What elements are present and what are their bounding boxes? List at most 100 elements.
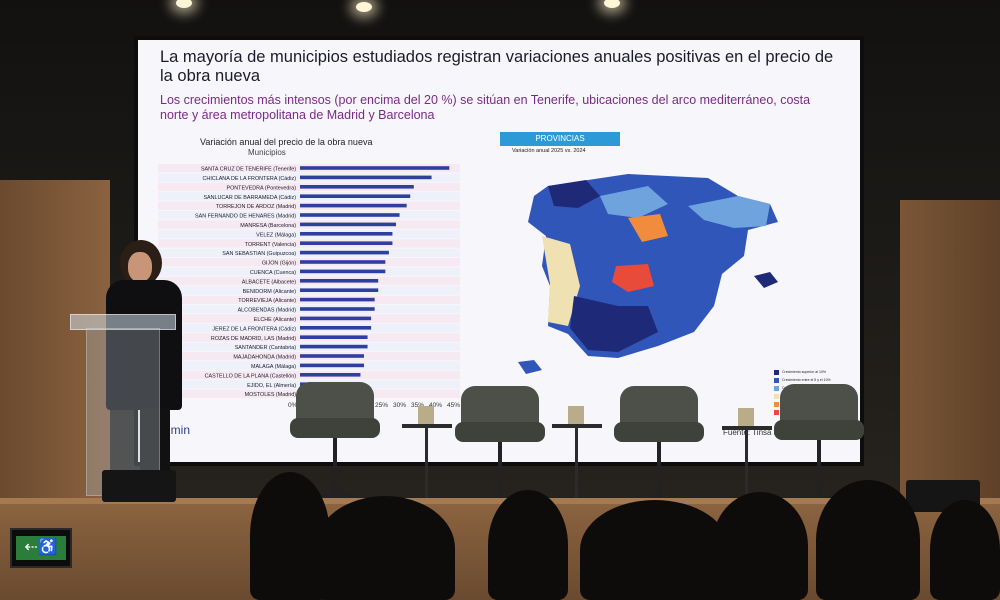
podium-top bbox=[70, 314, 176, 330]
armchair bbox=[614, 386, 704, 506]
bar-label: TORREJON DE ARDOZ (Madrid) bbox=[216, 204, 296, 210]
bar bbox=[300, 185, 414, 189]
bar bbox=[300, 373, 361, 377]
stage-edge bbox=[0, 498, 1000, 504]
audience-member bbox=[712, 492, 808, 600]
bar-label: SANTA CRUZ DE TENERIFE (Tenerife) bbox=[201, 167, 296, 173]
bar-label: GIJON (Gijón) bbox=[262, 261, 296, 267]
armchair bbox=[455, 386, 545, 506]
region-galicia bbox=[548, 180, 600, 208]
bar-label: ALBACETE (Albacete) bbox=[242, 279, 296, 285]
bar-label: SAN FERNANDO DE HENARES (Madrid) bbox=[195, 214, 296, 220]
water-glass bbox=[568, 406, 584, 424]
x-tick-label: 40% bbox=[429, 402, 442, 409]
speaker-torso bbox=[106, 280, 182, 410]
audience-member bbox=[488, 490, 568, 600]
audience-member bbox=[315, 496, 455, 600]
bar-label: TORRENT (Valencia) bbox=[245, 242, 296, 248]
ceiling-light bbox=[176, 0, 192, 8]
bar bbox=[300, 316, 372, 321]
legend-item: Crecimiento entre el 5 y el 10% bbox=[774, 376, 844, 384]
bar bbox=[300, 222, 396, 227]
bar-label: MOSTOLES (Madrid) bbox=[245, 392, 297, 398]
chart-title: Variación anual del precio de la obra nu… bbox=[200, 137, 373, 147]
bar bbox=[300, 326, 372, 330]
ceiling-light bbox=[604, 0, 620, 8]
x-tick-label: 45% bbox=[447, 402, 460, 409]
slide-title: La mayoría de municipios estudiados regi… bbox=[160, 48, 834, 85]
x-tick-label: 35% bbox=[411, 402, 424, 409]
province-map-panel: PROVINCIAS Variación anual 2025 vs. 2024… bbox=[500, 132, 840, 462]
bar bbox=[300, 260, 386, 264]
region-canarias bbox=[518, 360, 542, 374]
legend-item: Crecimiento superior al 10% bbox=[774, 368, 844, 376]
bar bbox=[300, 279, 379, 283]
bar bbox=[300, 354, 364, 358]
stage-monitor bbox=[102, 470, 176, 502]
bar-label: SANLUCAR DE BARRAMEDA (Cádiz) bbox=[203, 195, 296, 201]
bar-label: BENIDORM (Alicante) bbox=[243, 289, 297, 295]
glass-podium bbox=[70, 314, 176, 496]
exit-arrow-icon: ⇠♿ bbox=[16, 536, 66, 560]
region-ciudad-real bbox=[612, 264, 654, 292]
bar bbox=[300, 166, 450, 170]
bar-label: CASTELLO DE LA PLANA (Castellón) bbox=[205, 373, 297, 379]
map-subtitle: Variación anual 2025 vs. 2024 bbox=[512, 148, 586, 154]
bar bbox=[300, 213, 400, 217]
bar-label: VELEZ (Málaga) bbox=[256, 232, 296, 238]
audience-member bbox=[816, 480, 920, 600]
exit-sign: ⇠♿ bbox=[10, 528, 72, 568]
side-table bbox=[552, 406, 602, 506]
bar bbox=[300, 344, 368, 349]
wood-wall-right bbox=[900, 200, 1000, 500]
armchair bbox=[290, 382, 380, 502]
region-catalonia bbox=[688, 196, 770, 228]
bar bbox=[300, 203, 407, 208]
bar bbox=[300, 250, 389, 255]
bar-label: CHICLANA DE LA FRONTERA (Cádiz) bbox=[203, 176, 297, 182]
bar bbox=[300, 232, 393, 236]
bar bbox=[300, 288, 379, 292]
bar bbox=[300, 335, 368, 339]
bar-chart: SANTA CRUZ DE TENERIFE (Tenerife) CHICLAN… bbox=[158, 164, 460, 409]
spain-map bbox=[518, 174, 778, 374]
x-tick-label: 0% bbox=[288, 402, 298, 409]
region-north bbox=[600, 186, 668, 218]
bar-label: ROZAS DE MADRID, LAS (Madrid) bbox=[211, 336, 296, 342]
bar-label: TORREVIEJA (Alicante) bbox=[238, 298, 296, 304]
bar bbox=[300, 175, 432, 180]
source-note: Fuente: Tinsa b... bbox=[723, 428, 785, 437]
water-glass bbox=[418, 406, 434, 424]
x-tick-label: 25% bbox=[375, 402, 388, 409]
bar-label: MAJADAHONDA (Madrid) bbox=[233, 355, 296, 361]
audience-member bbox=[580, 500, 730, 600]
bar-label: JEREZ DE LA FRONTERA (Cádiz) bbox=[212, 326, 296, 332]
bar bbox=[300, 363, 364, 368]
region-burgos bbox=[628, 214, 668, 242]
region-andalucia bbox=[570, 296, 658, 352]
bar-label: ELCHE (Alicante) bbox=[254, 317, 296, 323]
bar-label: SAN SEBASTIAN (Guipuzcoa) bbox=[222, 251, 296, 257]
water-glass bbox=[738, 408, 754, 426]
audience-member bbox=[930, 500, 1000, 600]
speaker-face bbox=[128, 252, 152, 282]
bar-label: EJIDO, EL (Almería) bbox=[247, 383, 296, 389]
bar-label: PONTEVEDRA (Pontevedra) bbox=[226, 185, 296, 191]
slide-subtitle: Los crecimientos más intensos (por encim… bbox=[160, 93, 811, 122]
bar bbox=[300, 307, 375, 311]
bar-label: MALAGA (Málaga) bbox=[251, 364, 296, 370]
bar-label: SANTANDER (Cantabria) bbox=[235, 345, 297, 351]
bar-label: MANRESA (Barcelona) bbox=[240, 223, 296, 229]
bar-label: CUENCA (Cuenca) bbox=[250, 270, 296, 276]
map-badge: PROVINCIAS bbox=[500, 132, 620, 146]
ceiling-light bbox=[356, 2, 372, 12]
projection-screen: La mayoría de municipios estudiados regi… bbox=[138, 40, 860, 462]
region-west bbox=[542, 236, 580, 326]
bar bbox=[300, 297, 375, 302]
region-baleares bbox=[754, 272, 778, 288]
bar bbox=[300, 269, 386, 274]
bar-label: ALCOBENDAS (Madrid) bbox=[238, 308, 297, 314]
bar bbox=[300, 241, 393, 245]
x-tick-label: 30% bbox=[393, 402, 406, 409]
